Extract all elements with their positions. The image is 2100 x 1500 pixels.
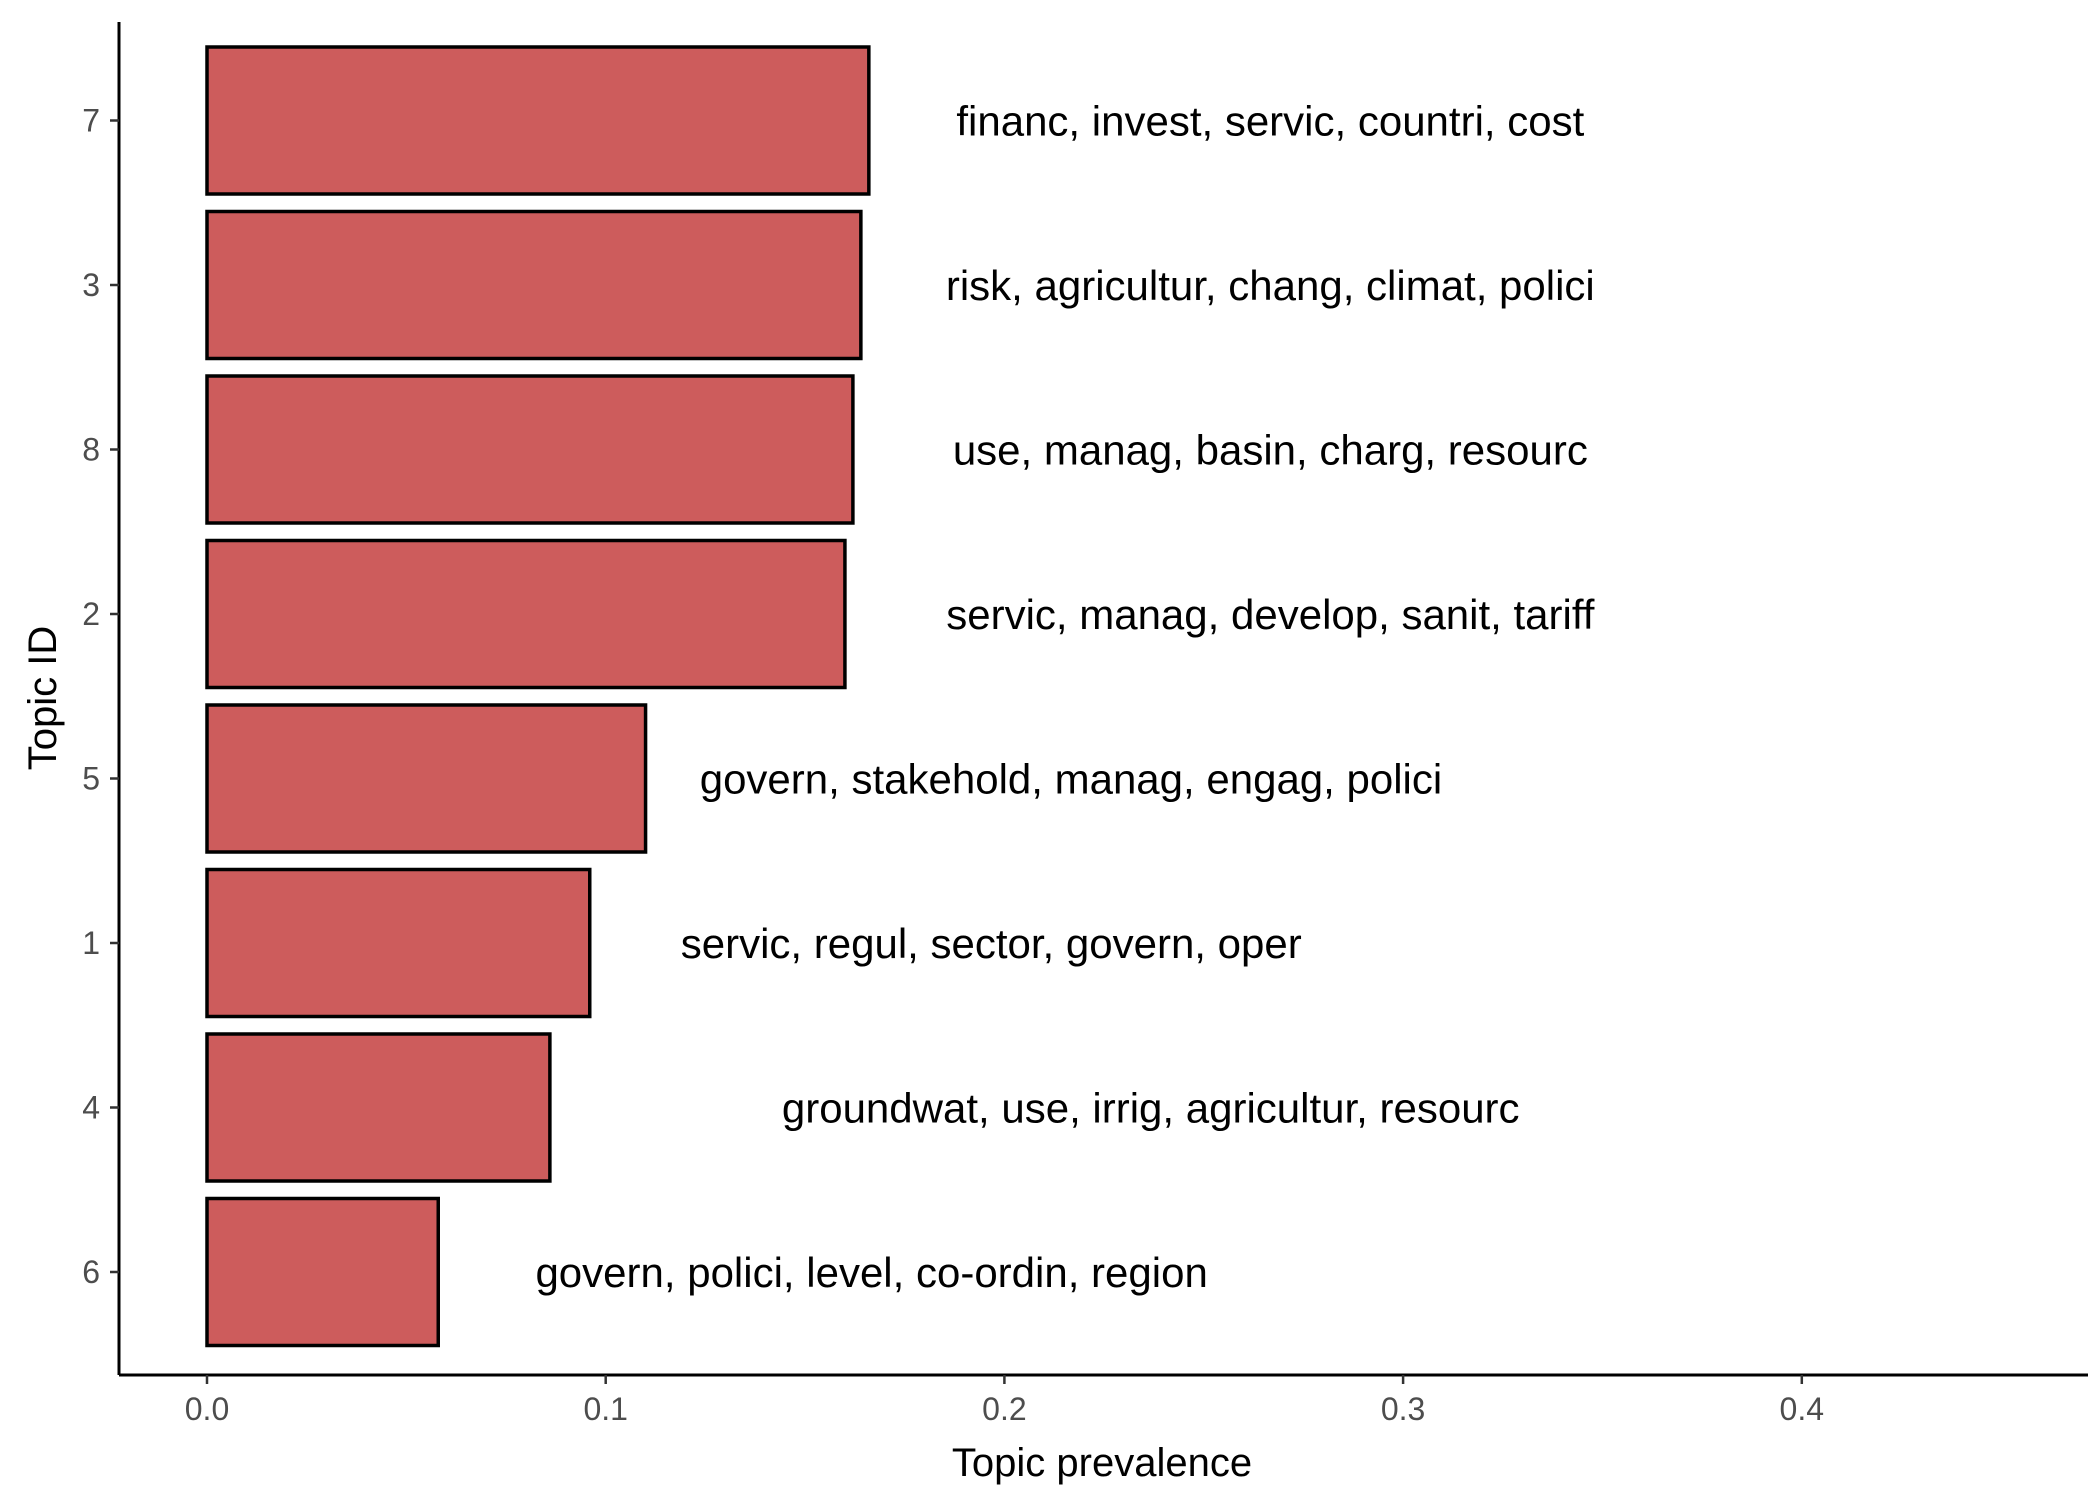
x-tick-label: 0.0 xyxy=(185,1391,229,1427)
y-tick-label: 2 xyxy=(82,596,100,632)
x-axis-title: Topic prevalence xyxy=(952,1441,1252,1485)
topic-words-label: use, manag, basin, charg, resourc xyxy=(953,427,1588,474)
bar-topic-2 xyxy=(205,538,847,690)
bar-topic-4 xyxy=(205,1032,552,1183)
y-tick-label: 4 xyxy=(82,1090,100,1126)
x-tick-label: 0.1 xyxy=(583,1391,627,1427)
topic-words-label: risk, agricultur, chang, climat, polici xyxy=(946,262,1595,309)
topic-words-label: servic, manag, develop, sanit, tariff xyxy=(946,591,1595,638)
y-ticks-layer: 7 3 8 2 5 1 4 6 xyxy=(82,103,119,1290)
y-tick-label: 8 xyxy=(82,432,100,468)
topic-words-label: servic, regul, sector, govern, oper xyxy=(681,920,1302,967)
y-axis-title: Topic ID xyxy=(21,626,65,771)
y-tick-label: 5 xyxy=(82,761,100,797)
bar-topic-1 xyxy=(205,867,592,1019)
topic-words-label: govern, polici, level, co-ordin, region xyxy=(535,1249,1207,1296)
bar-topic-3 xyxy=(205,209,863,361)
x-ticks-layer: 0.0 0.1 0.2 0.3 0.4 xyxy=(185,1375,1824,1427)
y-tick-label: 6 xyxy=(82,1254,100,1290)
x-tick-label: 0.4 xyxy=(1780,1391,1824,1427)
topic-words-label: financ, invest, servic, countri, cost xyxy=(956,98,1584,145)
x-tick-label: 0.3 xyxy=(1381,1391,1425,1427)
topic-labels-layer: financ, invest, servic, countri, cost ris… xyxy=(535,98,1594,1297)
y-tick-label: 7 xyxy=(82,103,100,139)
bar-topic-8 xyxy=(205,374,855,525)
topic-words-label: groundwat, use, irrig, agricultur, resou… xyxy=(782,1085,1520,1132)
x-tick-label: 0.2 xyxy=(982,1391,1026,1427)
topic-words-label: govern, stakehold, manag, engag, polici xyxy=(700,756,1443,803)
axes-layer xyxy=(117,22,2088,1377)
bar-topic-5 xyxy=(205,703,648,854)
bar-topic-7 xyxy=(205,45,871,196)
bars-layer xyxy=(205,45,871,1348)
y-tick-label: 1 xyxy=(82,925,100,961)
bar-topic-6 xyxy=(205,1196,440,1348)
y-tick-label: 3 xyxy=(82,267,100,303)
